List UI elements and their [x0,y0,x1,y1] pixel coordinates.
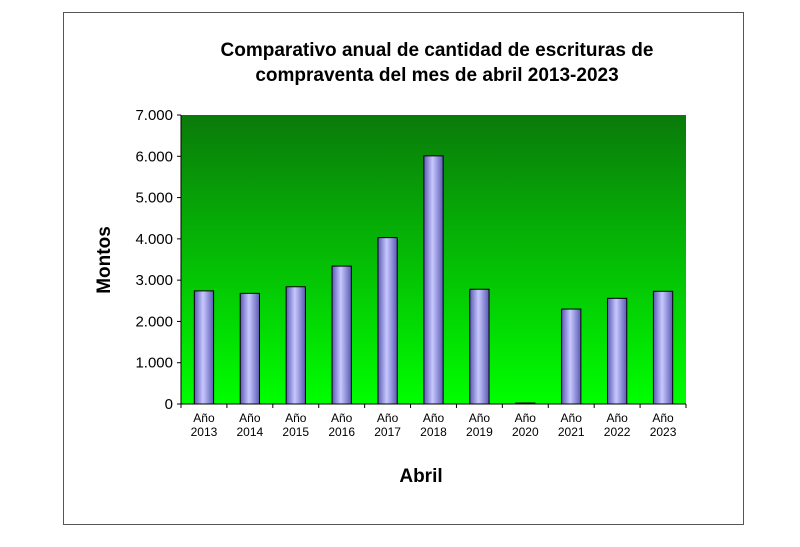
chart-title-line-1: Comparativo anual de cantidad de escritu… [221,40,654,61]
x-axis-label: Abril [399,466,442,487]
bar [469,288,490,405]
y-axis-label: Montos [94,226,115,294]
x-tick-label: 2019 [466,425,493,439]
x-tick-label: Año [561,411,583,425]
x-tick-label: Año [331,411,353,425]
bar [377,237,398,405]
x-tick-label: 2016 [328,425,355,439]
x-tick-label: 2022 [604,425,631,439]
x-tick-label: Año [515,411,537,425]
y-tick-label: 4.000 [135,231,173,248]
x-tick-label: 2015 [282,425,309,439]
x-tick-label: Año [423,411,445,425]
y-tick-label: 7.000 [135,107,173,124]
bar [193,290,215,405]
bar [652,290,674,405]
x-tick-label: Año [606,411,628,425]
x-tick-label: Año [652,411,674,425]
bar [331,265,352,405]
x-tick-label: 2017 [374,425,401,439]
x-tick-label: 2018 [420,425,447,439]
bar [606,297,628,405]
bars [193,155,674,405]
bar-chart: Comparativo anual de cantidad de escritu… [94,40,687,487]
bar [239,292,261,405]
x-tick-label: 2014 [237,425,264,439]
bar [285,286,306,405]
x-tick-label: Año [239,411,261,425]
y-tick-label: 6.000 [135,148,173,165]
x-tick-label: 2023 [650,425,677,439]
y-tick-label: 0 [165,396,173,413]
y-tick-label: 5.000 [135,190,173,207]
y-tick-label: 2.000 [135,313,173,330]
bar [561,308,582,405]
y-tick-label: 3.000 [135,272,173,289]
x-tick-label: Año [469,411,491,425]
x-tick-label: 2020 [512,425,539,439]
x-axis: Año2013Año2014Año2015Año2016Año2017Año20… [180,403,687,439]
x-tick-label: 2013 [191,425,218,439]
x-tick-label: Año [285,411,307,425]
x-tick-label: Año [377,411,399,425]
chart-title-line-2: compraventa del mes de abril 2013-2023 [255,65,618,86]
y-tick-label: 1.000 [135,355,173,372]
chart-frame: Comparativo anual de cantidad de escritu… [63,12,744,525]
bar [423,155,444,405]
y-axis: 0 1.000 2.000 3.000 4.000 5.000 6.000 7.000 [135,107,182,413]
x-tick-label: Año [193,411,215,425]
x-tick-label: 2021 [558,425,585,439]
